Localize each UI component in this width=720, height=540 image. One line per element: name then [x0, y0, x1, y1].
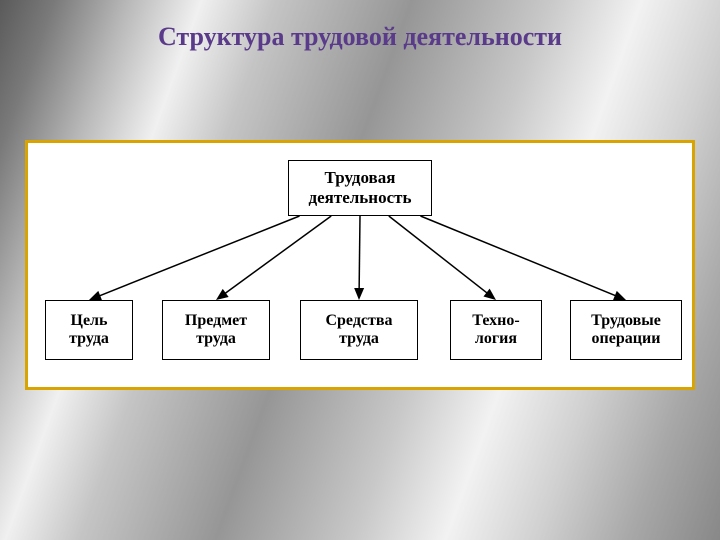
child-box-2: Средстватруда	[300, 300, 418, 360]
child-box-3: Техно-логия	[450, 300, 542, 360]
child-box-4: Трудовыеоперации	[570, 300, 682, 360]
child-box-0: Цельтруда	[45, 300, 133, 360]
root-box: Трудоваядеятельность	[288, 160, 432, 216]
child-box-1: Предметтруда	[162, 300, 270, 360]
arrow-layer	[0, 0, 720, 540]
